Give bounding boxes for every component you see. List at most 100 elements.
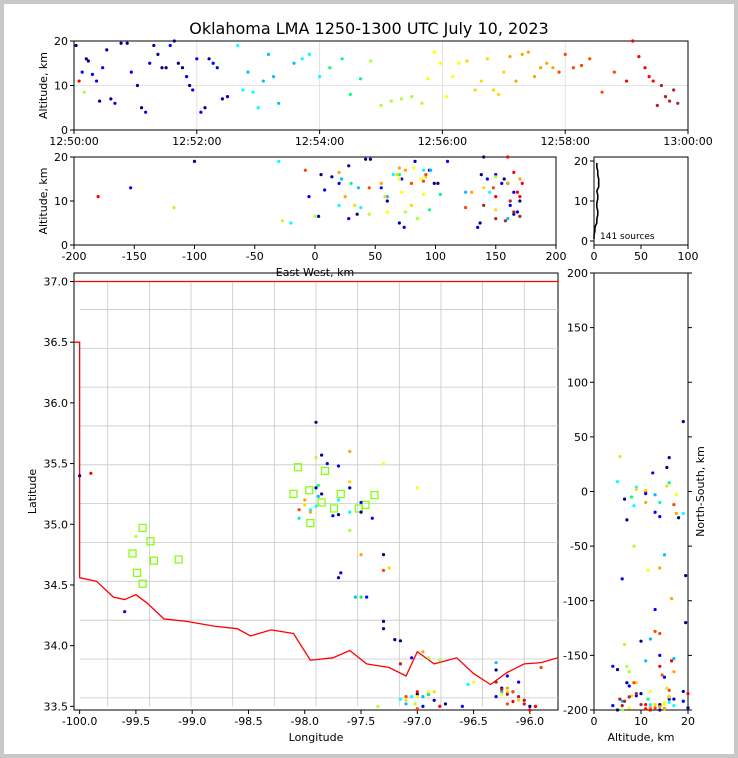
map-point: [443, 702, 448, 706]
lma-station: [138, 579, 147, 588]
map-point: [505, 686, 509, 690]
ns-altitude-ytick-label: -150: [563, 649, 588, 662]
ns-altitude-point: [686, 692, 690, 696]
ew-altitude-point: [502, 177, 506, 181]
time-altitude-point: [199, 110, 203, 114]
ew-altitude-point: [379, 186, 383, 190]
map-point: [410, 695, 414, 699]
ew-altitude-xtick-label: 100: [425, 250, 446, 263]
time-altitude-xtick-label: 12:56:00: [418, 135, 467, 148]
county-lines: [79, 281, 558, 707]
time-altitude-point: [211, 61, 215, 65]
ns-altitude-point: [622, 699, 627, 703]
ns-altitude-point: [620, 704, 624, 708]
time-altitude-point: [80, 70, 84, 74]
time-altitude-ylabel: Altitude, km: [37, 52, 50, 119]
time-altitude-point: [195, 57, 199, 61]
ew-altitude-point: [518, 199, 522, 203]
ns-altitude-point: [672, 704, 676, 708]
time-altitude-point: [172, 39, 176, 43]
time-altitude-xtick-label: 13:00:00: [663, 135, 712, 148]
ns-altitude-point: [667, 481, 671, 485]
map-point: [460, 704, 464, 708]
time-altitude-point: [643, 66, 647, 70]
ew-altitude-point: [303, 168, 307, 172]
ew-altitude-point: [172, 206, 176, 210]
ns-altitude-point: [665, 465, 669, 470]
time-altitude-point: [74, 43, 78, 48]
map-point: [528, 708, 532, 712]
ew-altitude-point: [397, 166, 401, 170]
time-altitude-point: [358, 77, 363, 81]
map-point: [438, 704, 442, 708]
ew-altitude-ytick-label: 10: [54, 195, 68, 208]
time-altitude-point: [256, 106, 260, 110]
ew-altitude-point: [436, 181, 440, 185]
ew-altitude-point: [349, 181, 353, 185]
ns-altitude-point: [662, 553, 667, 557]
ew-altitude-point: [277, 159, 281, 163]
ew-altitude-point: [129, 186, 133, 190]
ns-altitude-frame: [593, 272, 689, 711]
ns-altitude-point: [658, 653, 662, 657]
map-point: [325, 461, 329, 466]
histogram-xtick-label: 100: [678, 250, 699, 263]
time-altitude-point: [579, 63, 584, 68]
time-altitude-point: [497, 92, 501, 96]
map-point: [314, 455, 318, 460]
ew-altitude-point: [445, 159, 450, 163]
ns-altitude-point: [611, 704, 615, 708]
histogram-xtick-label: 0: [591, 250, 598, 263]
ns-altitude-point: [632, 504, 636, 508]
time-altitude-point: [465, 59, 469, 63]
ew-altitude-ytick-label: 20: [54, 151, 68, 164]
time-altitude-point: [261, 79, 265, 83]
ew-altitude-point: [506, 217, 510, 221]
map-point: [303, 498, 307, 502]
map-point: [517, 695, 521, 699]
map-point: [393, 637, 397, 642]
map-xtick-label: -97.0: [403, 715, 431, 728]
map-point: [511, 699, 515, 704]
map-xtick-label: -100.0: [62, 715, 97, 728]
ew-altitude-point: [317, 214, 321, 218]
ew-altitude-point: [383, 195, 387, 199]
time-altitude-point: [485, 57, 490, 61]
ns-altitude-point: [646, 568, 650, 572]
ew-altitude-point: [353, 203, 357, 207]
map-point: [432, 690, 436, 694]
ns-altitude-xtick-label: 10: [634, 715, 648, 728]
ns-altitude-point: [620, 577, 624, 581]
ew-altitude-point: [476, 225, 480, 229]
time-altitude-point: [451, 75, 455, 79]
lma-station: [305, 486, 314, 495]
time-altitude-point: [432, 50, 436, 54]
ew-altitude-point: [403, 210, 407, 214]
ns-altitude-point: [658, 705, 662, 709]
ns-altitude-point: [625, 664, 629, 668]
map-point: [404, 698, 408, 702]
ew-altitude-point: [367, 186, 371, 190]
map-point: [421, 650, 425, 654]
histogram-line: [593, 163, 600, 239]
ew-altitude-point: [494, 195, 498, 199]
map-xtick-label: -96.0: [516, 715, 544, 728]
ew-altitude-point: [438, 192, 442, 196]
ew-altitude-frame: [73, 156, 557, 246]
time-altitude-point: [86, 59, 90, 63]
map-ylabel: Latitude: [26, 469, 39, 515]
ew-altitude-point: [367, 212, 371, 216]
map-point: [348, 449, 352, 454]
lma-station: [329, 504, 339, 513]
ew-altitude-xtick-label: 150: [485, 250, 506, 263]
time-altitude-point: [300, 57, 304, 61]
ew-altitude-point: [343, 195, 347, 199]
map-point: [348, 528, 352, 532]
map-point: [522, 702, 526, 706]
map-point: [336, 464, 341, 468]
lma-station: [132, 568, 142, 577]
map-point: [466, 682, 470, 687]
ew-altitude-xtick-label: -200: [62, 250, 87, 263]
source-count-label: 141 sources: [600, 232, 655, 242]
ns-altitude-ytick-label: -100: [563, 595, 588, 608]
